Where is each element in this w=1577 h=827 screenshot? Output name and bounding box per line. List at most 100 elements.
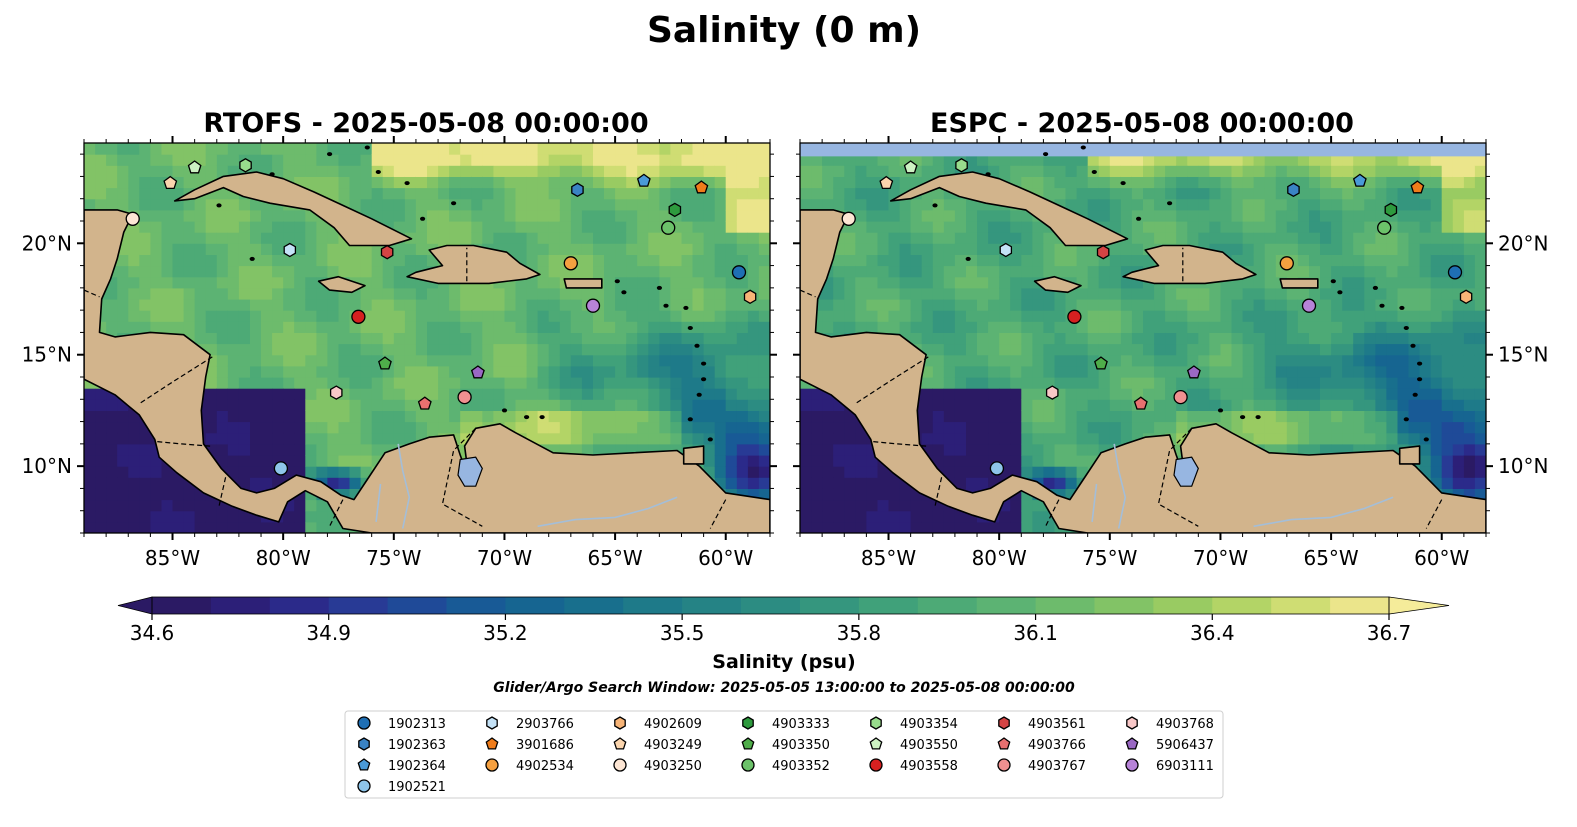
salinity-cell: [1054, 343, 1067, 356]
salinity-cell: [954, 343, 967, 356]
salinity-cell: [648, 388, 660, 400]
salinity-cell: [548, 421, 561, 434]
salinity-cell: [1331, 243, 1343, 255]
salinity-cell: [921, 310, 934, 322]
salinity-cell: [338, 287, 351, 300]
salinity-cell: [758, 343, 770, 356]
salinity-cell: [1198, 388, 1210, 400]
salinity-cell: [866, 243, 879, 255]
salinity-cell: [811, 154, 823, 166]
salinity-cell: [216, 232, 229, 244]
salinity-cell: [316, 377, 329, 389]
salinity-cell: [747, 198, 760, 211]
salinity-cell: [393, 243, 406, 255]
station-marker-1902363: [571, 182, 584, 198]
island: [1399, 305, 1405, 310]
salinity-cell: [493, 187, 506, 200]
salinity-cell: [899, 209, 912, 222]
salinity-cell: [833, 510, 845, 523]
legend-marker-4903550: [869, 737, 883, 750]
salinity-cell: [537, 187, 550, 200]
salinity-cell: [559, 365, 572, 378]
salinity-cell: [1297, 421, 1310, 434]
salinity-cell: [1408, 265, 1421, 278]
salinity-cell: [161, 521, 174, 533]
salinity-cell: [261, 521, 273, 533]
salinity-cell: [637, 243, 649, 255]
salinity-cell: [1220, 399, 1233, 411]
salinity-cell: [294, 432, 306, 445]
salinity-cell: [1065, 332, 1078, 345]
salinity-cell: [626, 421, 638, 434]
salinity-cell: [548, 243, 561, 255]
salinity-cell: [1143, 321, 1155, 333]
salinity-cell: [988, 321, 1000, 333]
salinity-cell: [1297, 254, 1310, 267]
salinity-cell: [128, 221, 140, 233]
salinity-cell: [327, 443, 340, 456]
salinity-cell: [811, 176, 823, 189]
salinity-cell: [648, 432, 660, 445]
salinity-cell: [977, 232, 989, 244]
salinity-cell: [943, 265, 956, 278]
salinity-cell: [800, 410, 812, 423]
salinity-cell: [548, 165, 561, 177]
salinity-cell: [128, 232, 140, 244]
salinity-cell: [747, 354, 760, 367]
salinity-cell: [1131, 187, 1144, 200]
salinity-cell: [626, 198, 638, 211]
salinity-cell: [954, 276, 967, 289]
salinity-cell: [988, 287, 1000, 300]
salinity-cell: [1120, 332, 1133, 345]
salinity-cell: [493, 232, 506, 244]
salinity-cell: [294, 332, 306, 345]
legend-label: 1902364: [388, 759, 446, 774]
salinity-cell: [1253, 299, 1266, 311]
salinity-cell: [921, 287, 934, 300]
salinity-cell: [1043, 299, 1056, 311]
salinity-cell: [1253, 399, 1266, 411]
salinity-cell: [261, 343, 273, 356]
salinity-cell: [1087, 209, 1100, 222]
salinity-cell: [371, 343, 384, 356]
salinity-cell: [128, 443, 140, 456]
salinity-cell: [294, 388, 306, 400]
salinity-cell: [1463, 165, 1476, 177]
salinity-cell: [283, 165, 295, 177]
salinity-cell: [800, 198, 812, 211]
salinity-cell: [637, 154, 649, 166]
salinity-cell: [1010, 332, 1022, 345]
station-marker-4903249: [163, 175, 178, 190]
salinity-cell: [581, 143, 594, 155]
salinity-cell: [1474, 287, 1486, 300]
salinity-cell: [1364, 399, 1376, 411]
salinity-cell: [954, 332, 967, 345]
salinity-cell: [593, 377, 605, 389]
salinity-cell: [1364, 176, 1376, 189]
salinity-cell: [681, 198, 694, 211]
salinity-cell: [855, 209, 867, 222]
salinity-cell: [537, 198, 550, 211]
salinity-cell: [725, 343, 738, 356]
salinity-cell: [1043, 510, 1056, 523]
salinity-cell: [294, 354, 306, 367]
salinity-cell: [117, 410, 129, 423]
salinity-cell: [1397, 310, 1410, 322]
salinity-cell: [227, 165, 240, 177]
salinity-cell: [1087, 321, 1100, 333]
salinity-cell: [932, 443, 945, 456]
salinity-cell: [1364, 388, 1376, 400]
salinity-cell: [659, 321, 672, 333]
salinity-cell: [910, 165, 923, 177]
salinity-cell: [1187, 232, 1199, 244]
salinity-cell: [615, 321, 627, 333]
salinity-cell: [316, 421, 329, 434]
salinity-cell: [449, 377, 461, 389]
salinity-cell: [626, 154, 638, 166]
salinity-cell: [526, 165, 539, 177]
salinity-cell: [415, 243, 428, 255]
salinity-cell: [471, 321, 483, 333]
salinity-cell: [910, 176, 923, 189]
salinity-cell: [1309, 421, 1321, 434]
salinity-cell: [1331, 443, 1343, 456]
